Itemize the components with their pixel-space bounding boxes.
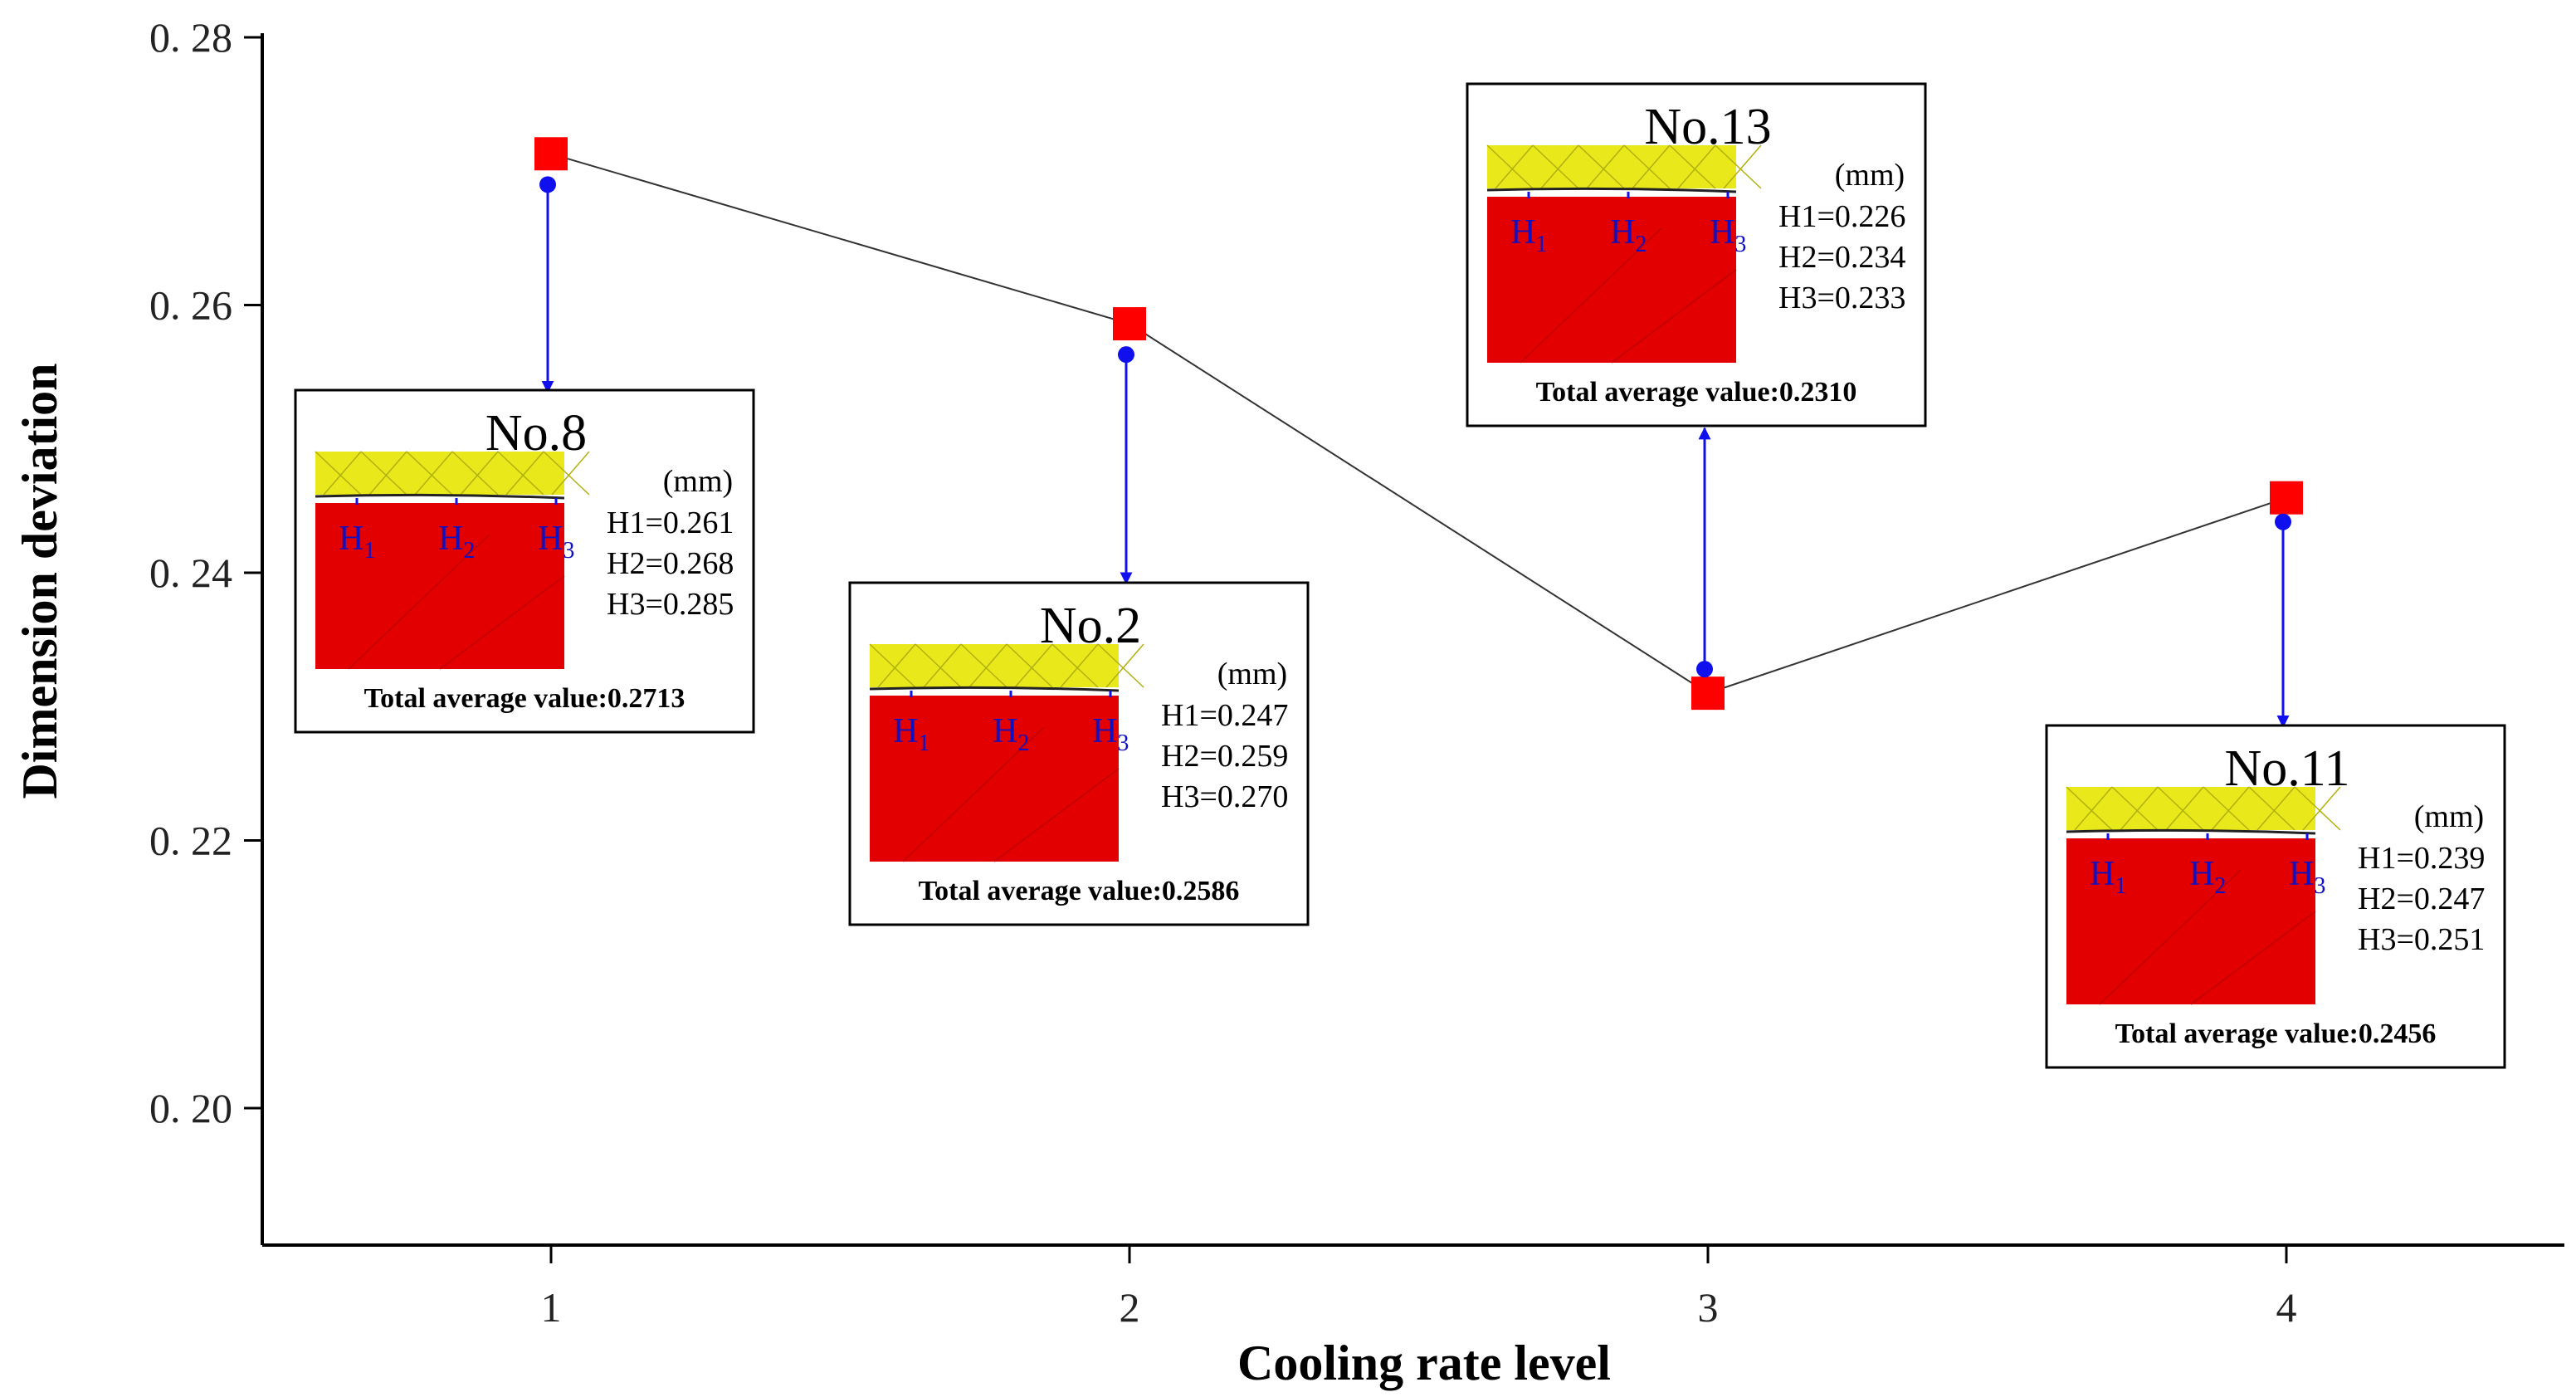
y-tick-label: 0. 26 xyxy=(149,282,232,329)
y-tick-label: 0. 24 xyxy=(149,550,232,596)
x-axis-title: Cooling rate level xyxy=(1237,1336,1611,1390)
interface-line xyxy=(1486,187,1737,193)
h-marker-label: H1 xyxy=(893,712,929,756)
red-block xyxy=(1487,197,1736,363)
annotation-box-no2: No.2H1 H2 H3(mm)H1=0.247H2=0.259H3=0.270To… xyxy=(848,581,1310,926)
h-value-2: H2=0.259 xyxy=(1161,739,1288,774)
h-marker-label: H3 xyxy=(1092,712,1129,756)
h-marker-label: H2 xyxy=(1610,213,1647,257)
h-value-3: H3=0.233 xyxy=(1778,281,1905,315)
h-value-3: H3=0.285 xyxy=(607,587,734,622)
h-value-1: H1=0.261 xyxy=(607,506,734,540)
unit-label: (mm) xyxy=(1217,657,1287,691)
unit-label: (mm) xyxy=(1835,158,1905,193)
h-value-3: H3=0.270 xyxy=(1161,779,1288,814)
h-marker-label: H3 xyxy=(2289,855,2325,899)
h-marker-label: H1 xyxy=(1510,213,1547,257)
total-average-value: Total average value:0.2713 xyxy=(364,683,685,714)
h-marker-label: H3 xyxy=(538,520,574,564)
yellow-band xyxy=(2066,787,2315,830)
h-value-1: H1=0.239 xyxy=(2358,841,2485,876)
series-line xyxy=(550,153,2287,695)
annotation-box-no8: No.8H1 H2 H3(mm)H1=0.261H2=0.268H3=0.285To… xyxy=(294,388,755,734)
x-tick-label: 4 xyxy=(2276,1284,2297,1331)
h-value-2: H2=0.247 xyxy=(2358,882,2485,916)
y-tick-label: 0. 22 xyxy=(149,818,232,864)
interface-line xyxy=(869,686,1120,692)
blue-circle-point xyxy=(539,176,556,193)
blue-circle-point xyxy=(2275,513,2291,530)
h-marker-label: H2 xyxy=(2189,855,2226,899)
red-block xyxy=(2066,838,2315,1004)
interface-line xyxy=(2066,828,2316,835)
total-average-value: Total average value:0.2586 xyxy=(919,876,1240,906)
h-marker-label: H1 xyxy=(339,520,375,564)
h-marker-label: H2 xyxy=(438,520,475,564)
mesh-inset-image: H1 H2 H3 xyxy=(2066,786,2341,1005)
total-average-value: Total average value:0.2456 xyxy=(2115,1018,2437,1049)
arrows xyxy=(541,184,2290,728)
data-points xyxy=(534,137,2303,711)
y-axis-title: Dimension deviation xyxy=(12,363,67,799)
total-average-value: Total average value:0.2310 xyxy=(1536,377,1857,408)
y-tick-label: 0. 28 xyxy=(149,14,232,61)
x-tick-label: 2 xyxy=(1120,1284,1140,1331)
h-marker-label: H1 xyxy=(2090,855,2126,899)
red-square-point xyxy=(2270,481,2303,515)
yellow-band xyxy=(870,644,1119,687)
h-value-3: H3=0.251 xyxy=(2358,922,2485,957)
yellow-band xyxy=(315,452,564,495)
red-square-point xyxy=(1691,677,1725,711)
h-marker-label: H3 xyxy=(1710,213,1746,257)
y-tick-label: 0. 20 xyxy=(149,1085,232,1131)
mesh-inset-image: H1 H2 H3 xyxy=(315,451,590,670)
h-value-1: H1=0.247 xyxy=(1161,698,1288,733)
y-ticks: 0. 20 0. 22 0. 24 0. 26 0. 28 xyxy=(149,14,262,1131)
yellow-band xyxy=(1487,145,1736,188)
blue-circle-point xyxy=(1696,661,1713,678)
mesh-inset-image: H1 H2 H3 xyxy=(1486,144,1762,364)
red-square-point xyxy=(534,137,568,171)
blue-circle-point xyxy=(1118,346,1134,364)
x-tick-label: 1 xyxy=(541,1284,562,1331)
x-ticks: 1 2 3 4 xyxy=(541,1245,2297,1331)
annotation-boxes: No.8H1 H2 H3(mm)H1=0.261H2=0.268H3=0.285To… xyxy=(294,82,2506,1069)
red-square-point xyxy=(1113,307,1146,341)
h-value-2: H2=0.234 xyxy=(1778,240,1905,275)
unit-label: (mm) xyxy=(2414,799,2484,834)
interface-line xyxy=(315,493,565,500)
h-value-1: H1=0.226 xyxy=(1778,199,1905,234)
unit-label: (mm) xyxy=(663,464,733,499)
x-tick-label: 3 xyxy=(1698,1284,1719,1331)
red-block xyxy=(315,503,564,669)
h-marker-label: H2 xyxy=(993,712,1029,756)
mesh-inset-image: H1 H2 H3 xyxy=(869,643,1144,862)
red-block xyxy=(870,696,1119,862)
h-value-2: H2=0.268 xyxy=(607,546,734,581)
